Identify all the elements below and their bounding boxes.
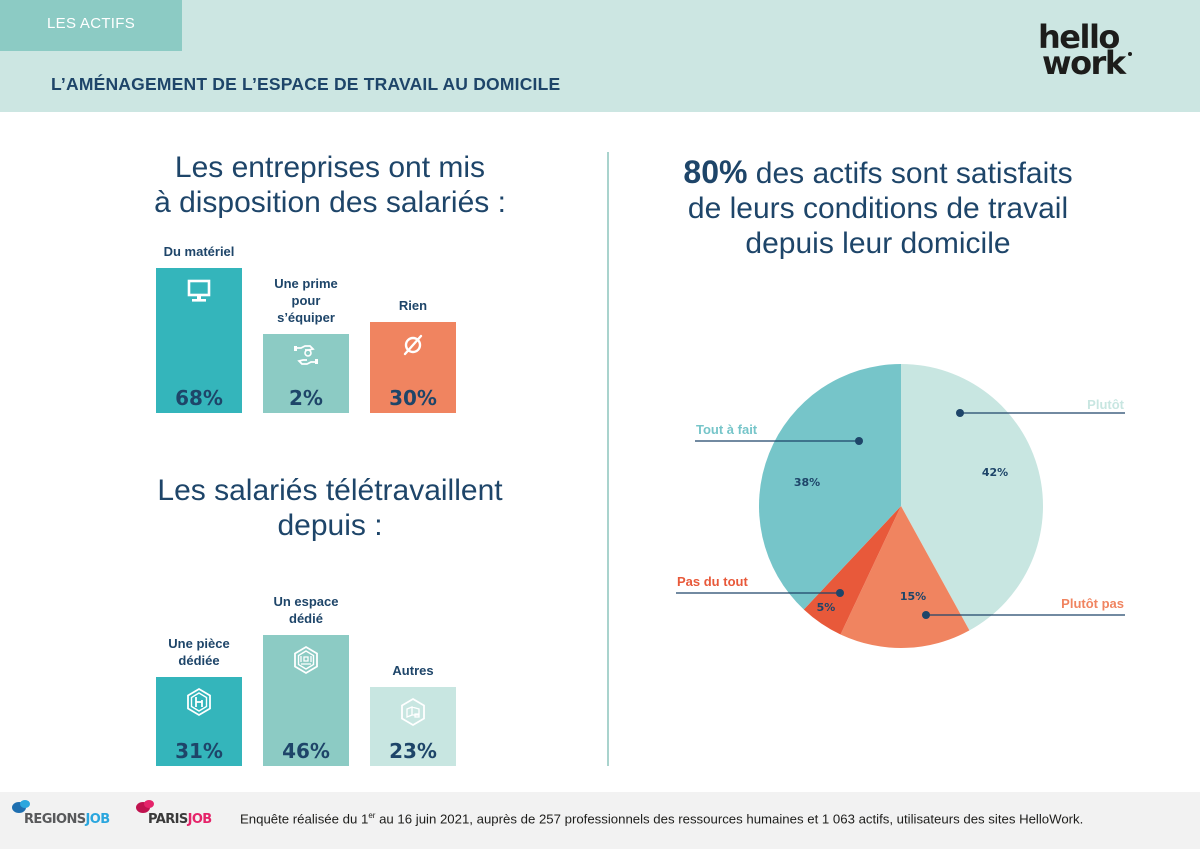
computer-monitor-icon — [184, 276, 214, 306]
bar-category-label: Une prime pour s’équiper — [246, 275, 366, 326]
parisjob-logo: PARISJOB — [136, 800, 213, 827]
subtitle-equipment: Les entreprises ont mis à disposition de… — [112, 150, 548, 220]
page-title: L’AMÉNAGEMENT DE L’ESPACE DE TRAVAIL AU … — [51, 74, 561, 94]
pie-callout-dot — [956, 409, 964, 417]
bar: 31% — [156, 677, 242, 766]
headline-text: des actifs sont satisfaits — [747, 157, 1073, 190]
sofa-icon — [398, 697, 428, 727]
bar: 46% — [263, 635, 349, 766]
pie-slice-label: Plutôt pas — [1061, 596, 1124, 611]
bar-category-label: Un espace dédié — [246, 593, 366, 627]
bar-category-label-line: Une pièce — [168, 636, 230, 651]
subtitle-line: depuis : — [277, 509, 383, 542]
logo-line-2-text: work — [1042, 44, 1126, 82]
section-tab: LES ACTIFS — [0, 0, 182, 51]
pie-slice — [901, 364, 1043, 631]
empty-set-icon — [398, 330, 428, 360]
bar-value-label: 23% — [389, 739, 437, 763]
bar-value-label: 2% — [289, 386, 323, 410]
bar-category-label: Du matériel — [139, 243, 259, 260]
survey-note-part: Enquête réalisée du 1 — [240, 811, 369, 827]
pie-slice-label: Tout à fait — [696, 422, 758, 437]
headline-line-3: depuis leur domicile — [745, 227, 1011, 260]
bar-category-label-line: Autres — [392, 663, 434, 678]
bar-category-label-line: Une prime — [274, 276, 338, 291]
survey-note-part: au 16 juin 2021, auprès de 257 professio… — [375, 811, 1084, 827]
pie-callout-dot — [922, 611, 930, 619]
pie-callout-dot — [836, 589, 844, 597]
pie-slice-label: Plutôt — [1087, 397, 1124, 412]
pie-slice — [759, 364, 901, 610]
speech-bubble-icon — [20, 800, 30, 808]
pie-slice — [803, 506, 901, 635]
bar-category-label: Rien — [353, 297, 473, 314]
bar: 23% — [370, 687, 456, 766]
pie-value-label: 15% — [900, 590, 926, 603]
bar-value-label: 31% — [175, 739, 223, 763]
headline-line-2: de leurs conditions de travail — [687, 192, 1069, 225]
subtitle-workspace: Les salariés télétravaillent depuis : — [112, 473, 548, 543]
pie-value-label: 38% — [794, 476, 820, 489]
satisfaction-headline: 80% des actifs sont satisfaits de leurs … — [628, 155, 1128, 261]
bar-value-label: 30% — [389, 386, 437, 410]
bar-category-label-line: dédié — [289, 611, 323, 626]
survey-note: Enquête réalisée du 1er au 16 juin 2021,… — [240, 811, 1083, 826]
bar-category-label-line: Un espace — [273, 594, 339, 609]
bar: 30% — [370, 322, 456, 413]
logo-line-2: work — [1038, 47, 1178, 79]
header-band: LES ACTIFS L’AMÉNAGEMENT DE L’ESPACE DE … — [0, 0, 1200, 112]
subtitle-line: à disposition des salariés : — [154, 186, 506, 219]
bar-category-label-line: s’équiper — [277, 310, 335, 325]
speech-bubble-icon — [144, 800, 154, 808]
pie-slice-label: Pas du tout — [677, 574, 748, 589]
bar-category-label: Une pièce dédiée — [139, 635, 259, 669]
footer: REGIONSJOB PARISJOB Enquête réalisée du … — [0, 792, 1200, 849]
bar-category-label-line: dédiée — [178, 653, 220, 668]
pie-slice — [840, 506, 970, 648]
pie-value-label: 42% — [982, 466, 1008, 479]
logo-dot — [1127, 52, 1132, 56]
speech-bubble-icon — [136, 802, 150, 813]
bar-category-label: Autres — [353, 662, 473, 679]
bar-category-label-line: Rien — [398, 298, 428, 313]
hellowork-logo: hello work — [1038, 18, 1178, 84]
bar-value-label: 46% — [282, 739, 330, 763]
speech-bubble-icon — [12, 802, 26, 813]
pie-callout-dot — [855, 437, 863, 445]
logo-part: JOB — [85, 812, 111, 827]
logo-part: REGIONS — [24, 812, 86, 827]
hands-money-icon — [291, 340, 321, 370]
bar: 2% — [263, 334, 349, 413]
pie-chart-satisfaction: 42% Plutôt 15% Plutôt pas 5% Pas du tout 38% To… — [676, 364, 1125, 648]
vertical-divider — [607, 152, 609, 766]
bar-category-label-line: Du matériel — [163, 244, 235, 259]
pie-value-label: 5% — [817, 601, 836, 614]
subtitle-line: Les salariés télétravaillent — [157, 474, 503, 507]
headline-line-1: 80% des actifs sont satisfaits — [628, 155, 1128, 191]
headline-percent: 80% — [683, 154, 748, 190]
desk-space-icon — [291, 645, 321, 675]
logo-part: JOB — [187, 812, 213, 827]
logo-part: PARIS — [148, 812, 188, 827]
bar-category-label-line: pour — [291, 293, 321, 308]
bar-value-label: 68% — [175, 386, 223, 410]
survey-note-sup: er — [368, 811, 376, 820]
subtitle-line: Les entreprises ont mis — [174, 151, 486, 184]
regionsjob-logo: REGIONSJOB — [12, 800, 111, 827]
chair-room-icon — [184, 687, 214, 717]
logo-line-1: hello — [1038, 18, 1120, 56]
bar: 68% — [156, 268, 242, 413]
